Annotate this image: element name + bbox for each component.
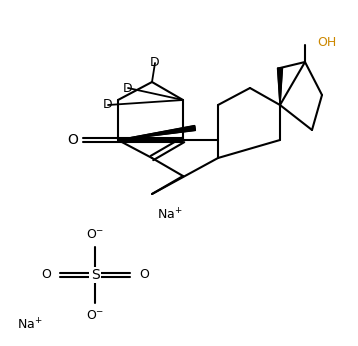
Text: Na$^{+}$: Na$^{+}$ <box>17 317 43 333</box>
Polygon shape <box>118 126 195 140</box>
Text: O$^{-}$: O$^{-}$ <box>86 228 104 241</box>
Text: S: S <box>91 268 100 282</box>
Text: Na$^{+}$: Na$^{+}$ <box>157 207 183 222</box>
Text: O: O <box>68 133 78 147</box>
Text: O: O <box>139 268 149 282</box>
Text: OH: OH <box>317 36 336 49</box>
Polygon shape <box>118 126 195 140</box>
Polygon shape <box>278 68 282 105</box>
Text: D: D <box>123 82 133 94</box>
Text: D: D <box>150 56 160 70</box>
Text: O: O <box>41 268 51 282</box>
Text: D: D <box>103 99 113 111</box>
Text: O$^{-}$: O$^{-}$ <box>86 309 104 322</box>
Polygon shape <box>277 68 282 105</box>
